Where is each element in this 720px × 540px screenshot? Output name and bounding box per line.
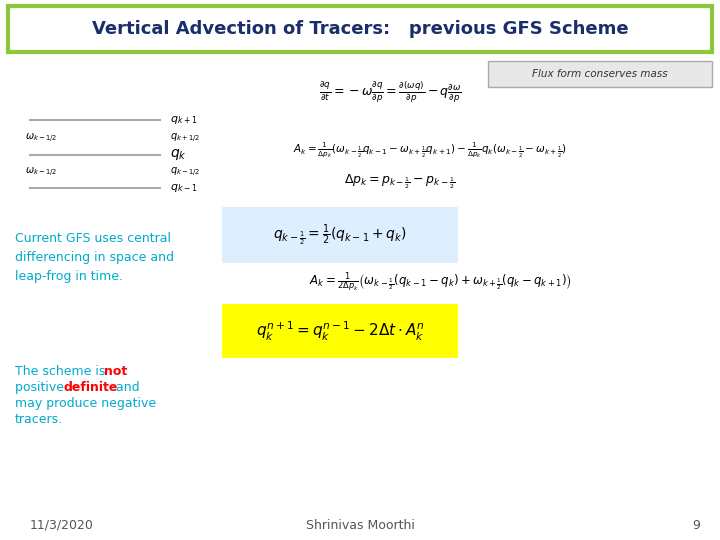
Text: $\frac{\partial q}{\partial t} = -\omega\frac{\partial q}{\partial p} = \frac{\p: $\frac{\partial q}{\partial t} = -\omega… xyxy=(319,79,462,105)
Text: tracers.: tracers. xyxy=(15,413,63,426)
Text: Flux form conserves mass: Flux form conserves mass xyxy=(532,69,668,79)
Text: $\omega_{k-1/2}$: $\omega_{k-1/2}$ xyxy=(25,131,58,145)
FancyBboxPatch shape xyxy=(488,61,712,87)
Text: $\omega_{k-1/2}$: $\omega_{k-1/2}$ xyxy=(25,165,58,179)
Text: Vertical Advection of Tracers:   previous GFS Scheme: Vertical Advection of Tracers: previous … xyxy=(91,20,629,38)
Text: $q_k$: $q_k$ xyxy=(170,147,186,163)
Text: $q_{k-1}$: $q_{k-1}$ xyxy=(170,182,197,194)
FancyBboxPatch shape xyxy=(222,207,458,263)
Text: and: and xyxy=(112,381,140,394)
Text: definite: definite xyxy=(64,381,118,394)
Text: may produce negative: may produce negative xyxy=(15,397,156,410)
Text: Shrinivas Moorthi: Shrinivas Moorthi xyxy=(305,519,415,532)
Text: $q_{k-1/2}$: $q_{k-1/2}$ xyxy=(170,165,200,179)
Text: not: not xyxy=(104,365,127,378)
Text: $q_{k+1/2}$: $q_{k+1/2}$ xyxy=(170,131,200,145)
Text: $A_k = \frac{1}{\Delta p_k}\left(\omega_{k-\frac{1}{2}}q_{k-1} - \omega_{k+\frac: $A_k = \frac{1}{\Delta p_k}\left(\omega_… xyxy=(293,140,567,160)
Text: 11/3/2020: 11/3/2020 xyxy=(30,519,94,532)
FancyBboxPatch shape xyxy=(222,304,458,358)
Text: $q_k^{n+1} = q_k^{n-1} - 2\Delta t \cdot A_k^n$: $q_k^{n+1} = q_k^{n-1} - 2\Delta t \cdot… xyxy=(256,319,425,342)
Text: positive: positive xyxy=(15,381,68,394)
Text: Current GFS uses central
differencing in space and
leap-frog in time.: Current GFS uses central differencing in… xyxy=(15,232,174,283)
Text: The scheme is: The scheme is xyxy=(15,365,109,378)
Text: $q_{k-\frac{1}{2}} = \frac{1}{2}\left(q_{k-1} + q_k\right)$: $q_{k-\frac{1}{2}} = \frac{1}{2}\left(q_… xyxy=(273,222,407,248)
Text: $A_k = \frac{1}{2\Delta p_k}\left(\omega_{k-\frac{1}{2}}\left(q_{k-1} - q_k\righ: $A_k = \frac{1}{2\Delta p_k}\left(\omega… xyxy=(308,270,572,294)
Text: $\Delta p_k = p_{k-\frac{1}{2}} - p_{k-\frac{1}{2}}$: $\Delta p_k = p_{k-\frac{1}{2}} - p_{k-\… xyxy=(344,173,456,191)
Text: 9: 9 xyxy=(692,519,700,532)
FancyBboxPatch shape xyxy=(8,6,712,52)
Text: $q_{k+1}$: $q_{k+1}$ xyxy=(170,114,197,126)
